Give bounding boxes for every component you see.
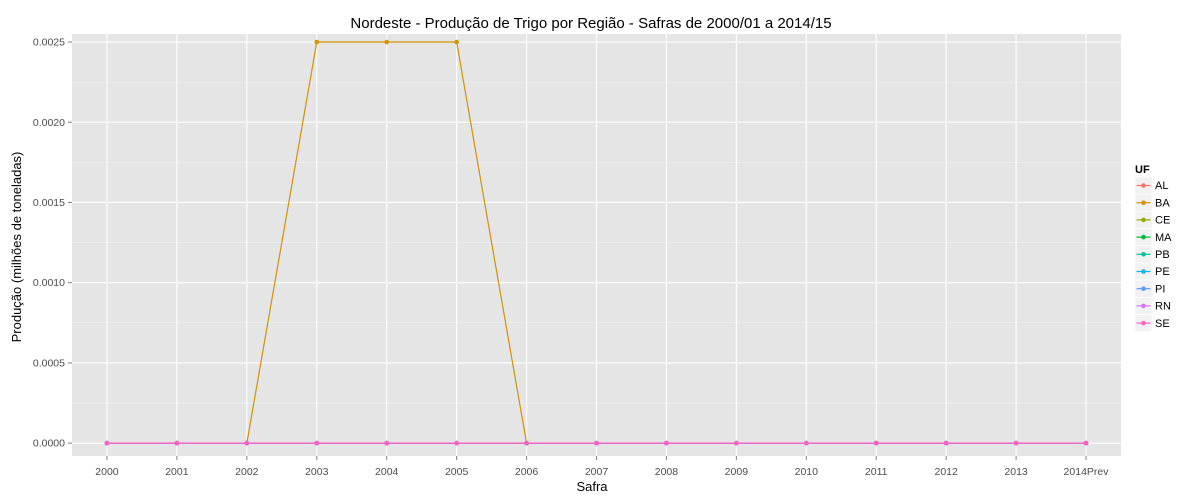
legend-key-point: [1141, 286, 1146, 292]
data-point: [594, 440, 599, 446]
legend-label: MA: [1155, 232, 1172, 244]
x-tick-label: 2007: [585, 466, 609, 478]
y-tick-label: 0.0010: [33, 277, 65, 289]
y-tick-label: 0.0005: [33, 357, 65, 369]
legend-key-point: [1141, 217, 1146, 223]
legend-label: PB: [1155, 249, 1170, 261]
data-point: [384, 440, 390, 446]
major-gridlines: [72, 34, 1121, 456]
y-axis-title: Produção (milhões de toneladas): [9, 152, 24, 343]
x-tick-label: 2010: [795, 466, 819, 478]
data-point: [244, 440, 250, 446]
x-tick-label: 2004: [375, 466, 399, 478]
y-axis: 0.0000 0.0005 0.0010 0.0015 0.0020 0.0025: [33, 37, 72, 450]
legend-item-al: AL: [1134, 176, 1168, 195]
data-point: [174, 440, 180, 446]
data-point: [664, 440, 669, 446]
x-tick-label: 2006: [515, 466, 539, 478]
x-axis-title: Safra: [576, 479, 608, 494]
legend-item-ma: MA: [1134, 228, 1172, 246]
data-point: [454, 440, 459, 446]
series-se: [104, 440, 1089, 446]
data-point: [454, 39, 459, 45]
legend-label: RN: [1155, 301, 1171, 313]
legend-item-pe: PE: [1134, 262, 1170, 281]
legend-label: CE: [1155, 215, 1170, 227]
x-tick-label: 2009: [725, 466, 749, 478]
chart-title: Nordeste - Produção de Trigo por Região …: [350, 15, 831, 32]
legend-key-point: [1141, 269, 1146, 274]
x-tick-label: 2002: [235, 466, 259, 478]
data-point: [314, 440, 320, 446]
x-tick-label: 2012: [934, 466, 958, 478]
legend-key-point: [1141, 303, 1146, 309]
data-point: [734, 440, 739, 446]
x-axis: 2000 2001 2002 2003 2004 2005 2006 2007 2008 2009…: [95, 456, 1109, 478]
x-tick-label: 2014Prev: [1064, 466, 1110, 478]
data-point: [314, 39, 320, 45]
x-tick-label: 2005: [445, 466, 469, 478]
legend-label: PI: [1155, 283, 1165, 295]
data-point: [804, 440, 809, 446]
y-tick-label: 0.0025: [33, 37, 65, 49]
x-tick-label: 2001: [165, 466, 189, 478]
legend-label: SE: [1155, 318, 1170, 330]
legend-item-rn: RN: [1134, 297, 1171, 315]
series-layer: [104, 39, 1089, 446]
data-point: [104, 440, 110, 446]
y-tick-label: 0.0020: [33, 117, 65, 129]
data-point: [873, 440, 879, 446]
y-tick-label: 0.0000: [33, 438, 65, 450]
x-tick-label: 2011: [865, 466, 888, 478]
legend-label: PE: [1155, 266, 1170, 278]
legend-item-ba: BA: [1134, 193, 1170, 212]
data-point: [1083, 440, 1089, 446]
legend-title: UF: [1135, 164, 1150, 176]
legend-item-pb: PB: [1134, 245, 1170, 264]
x-tick-label: 2003: [305, 466, 329, 478]
legend-key-point: [1141, 183, 1146, 188]
legend-item-pi: PI: [1134, 279, 1165, 298]
legend-key-point: [1141, 200, 1146, 205]
legend-key-point: [1141, 320, 1146, 326]
data-point: [1013, 440, 1019, 446]
legend-item-se: SE: [1134, 314, 1170, 332]
legend-key-point: [1141, 234, 1146, 240]
x-tick-label: 2000: [95, 466, 119, 478]
legend-key-point: [1141, 252, 1146, 257]
legend: UF AL BA CE MA PB PE PI RN SE: [1134, 164, 1172, 332]
y-tick-label: 0.0015: [33, 197, 65, 209]
x-tick-label: 2008: [655, 466, 679, 478]
data-point: [943, 440, 949, 446]
data-point: [384, 39, 390, 45]
data-point: [524, 440, 529, 446]
legend-label: BA: [1155, 197, 1170, 209]
legend-item-ce: CE: [1134, 211, 1170, 229]
legend-label: AL: [1155, 180, 1168, 192]
x-tick-label: 2013: [1004, 466, 1028, 478]
